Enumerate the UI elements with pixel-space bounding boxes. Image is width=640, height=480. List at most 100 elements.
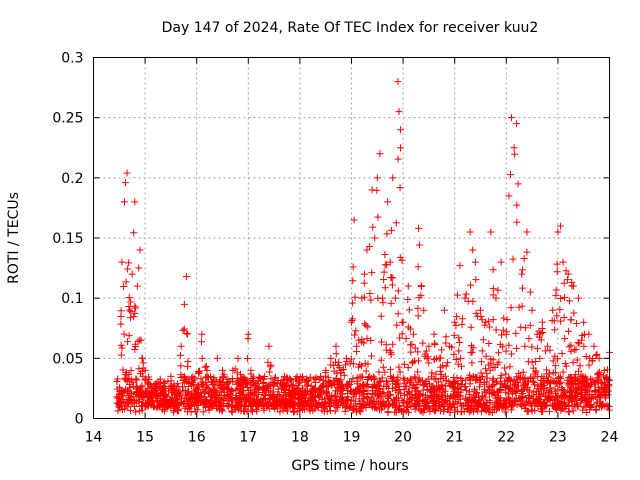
- data-point: [478, 408, 486, 416]
- data-point: [466, 371, 474, 379]
- data-point: [554, 228, 562, 236]
- data-point: [549, 306, 557, 314]
- data-point: [286, 376, 294, 384]
- data-point: [363, 335, 371, 343]
- data-point: [383, 230, 391, 238]
- data-point: [512, 386, 520, 394]
- data-point: [349, 406, 357, 414]
- data-point: [409, 358, 417, 366]
- data-point: [399, 398, 407, 406]
- data-point: [215, 378, 223, 386]
- data-point: [172, 390, 180, 398]
- data-point: [405, 306, 413, 314]
- data-point: [236, 390, 244, 398]
- data-point: [167, 372, 175, 380]
- data-point: [454, 389, 462, 397]
- data-point: [367, 352, 375, 360]
- data-point: [396, 144, 404, 152]
- data-point: [481, 321, 489, 329]
- data-point: [540, 389, 548, 397]
- data-point: [455, 339, 463, 347]
- data-point: [281, 386, 289, 394]
- data-point: [378, 389, 386, 397]
- data-point: [399, 408, 407, 416]
- data-point: [280, 376, 288, 384]
- data-point: [392, 219, 400, 227]
- data-point: [446, 408, 454, 416]
- data-point: [562, 402, 570, 410]
- data-point: [191, 374, 199, 382]
- data-point: [173, 402, 181, 410]
- data-point: [538, 379, 546, 387]
- data-point: [118, 258, 126, 266]
- data-point: [393, 321, 401, 329]
- data-point: [377, 338, 385, 346]
- data-point: [431, 407, 439, 415]
- data-point: [265, 394, 273, 402]
- data-point: [197, 338, 205, 346]
- data-point: [529, 395, 537, 403]
- data-point: [431, 341, 439, 349]
- data-point: [127, 376, 135, 384]
- data-point: [570, 309, 578, 317]
- data-point: [123, 169, 131, 177]
- data-point: [349, 263, 357, 271]
- data-point: [588, 357, 596, 365]
- data-point: [586, 402, 594, 410]
- data-point: [211, 395, 219, 403]
- data-point: [307, 402, 315, 410]
- data-point: [489, 316, 497, 324]
- data-point: [507, 406, 515, 414]
- data-point: [136, 336, 144, 344]
- data-point: [532, 357, 540, 365]
- data-point: [359, 381, 367, 389]
- data-point: [543, 396, 551, 404]
- data-point: [519, 385, 527, 393]
- data-point: [239, 378, 247, 386]
- data-point: [477, 376, 485, 384]
- data-point: [551, 326, 559, 334]
- data-point: [479, 336, 487, 344]
- data-point: [263, 402, 271, 410]
- data-point: [358, 362, 366, 370]
- data-point: [296, 390, 304, 398]
- data-point: [384, 408, 392, 416]
- data-point: [367, 394, 375, 402]
- data-point: [340, 371, 348, 379]
- data-point: [469, 246, 477, 254]
- data-point: [212, 391, 220, 399]
- data-point: [515, 395, 523, 403]
- data-point: [425, 359, 433, 367]
- data-point: [342, 402, 350, 410]
- data-point: [559, 368, 567, 376]
- data-point: [436, 402, 444, 410]
- data-point: [403, 382, 411, 390]
- data-point: [177, 342, 185, 350]
- data-point: [446, 342, 454, 350]
- data-point: [472, 276, 480, 284]
- data-point: [528, 306, 536, 314]
- data-point: [397, 126, 405, 134]
- data-point: [477, 306, 484, 314]
- data-point: [513, 218, 521, 226]
- data-point: [600, 366, 608, 374]
- data-point: [592, 406, 600, 414]
- data-point: [383, 377, 391, 385]
- data-point: [472, 309, 480, 317]
- data-point: [240, 407, 248, 415]
- data-point: [473, 399, 481, 407]
- data-point: [409, 330, 417, 338]
- data-point: [317, 372, 325, 380]
- data-point: [348, 299, 356, 307]
- data-point: [523, 248, 531, 256]
- data-point: [336, 395, 344, 403]
- y-tick-label: 0: [75, 412, 84, 428]
- data-point: [513, 201, 521, 209]
- data-point: [157, 386, 165, 394]
- data-point: [469, 373, 477, 381]
- data-point: [564, 408, 572, 416]
- data-point: [132, 304, 140, 312]
- data-point: [127, 366, 135, 374]
- data-point: [124, 338, 132, 346]
- data-point: [353, 342, 361, 350]
